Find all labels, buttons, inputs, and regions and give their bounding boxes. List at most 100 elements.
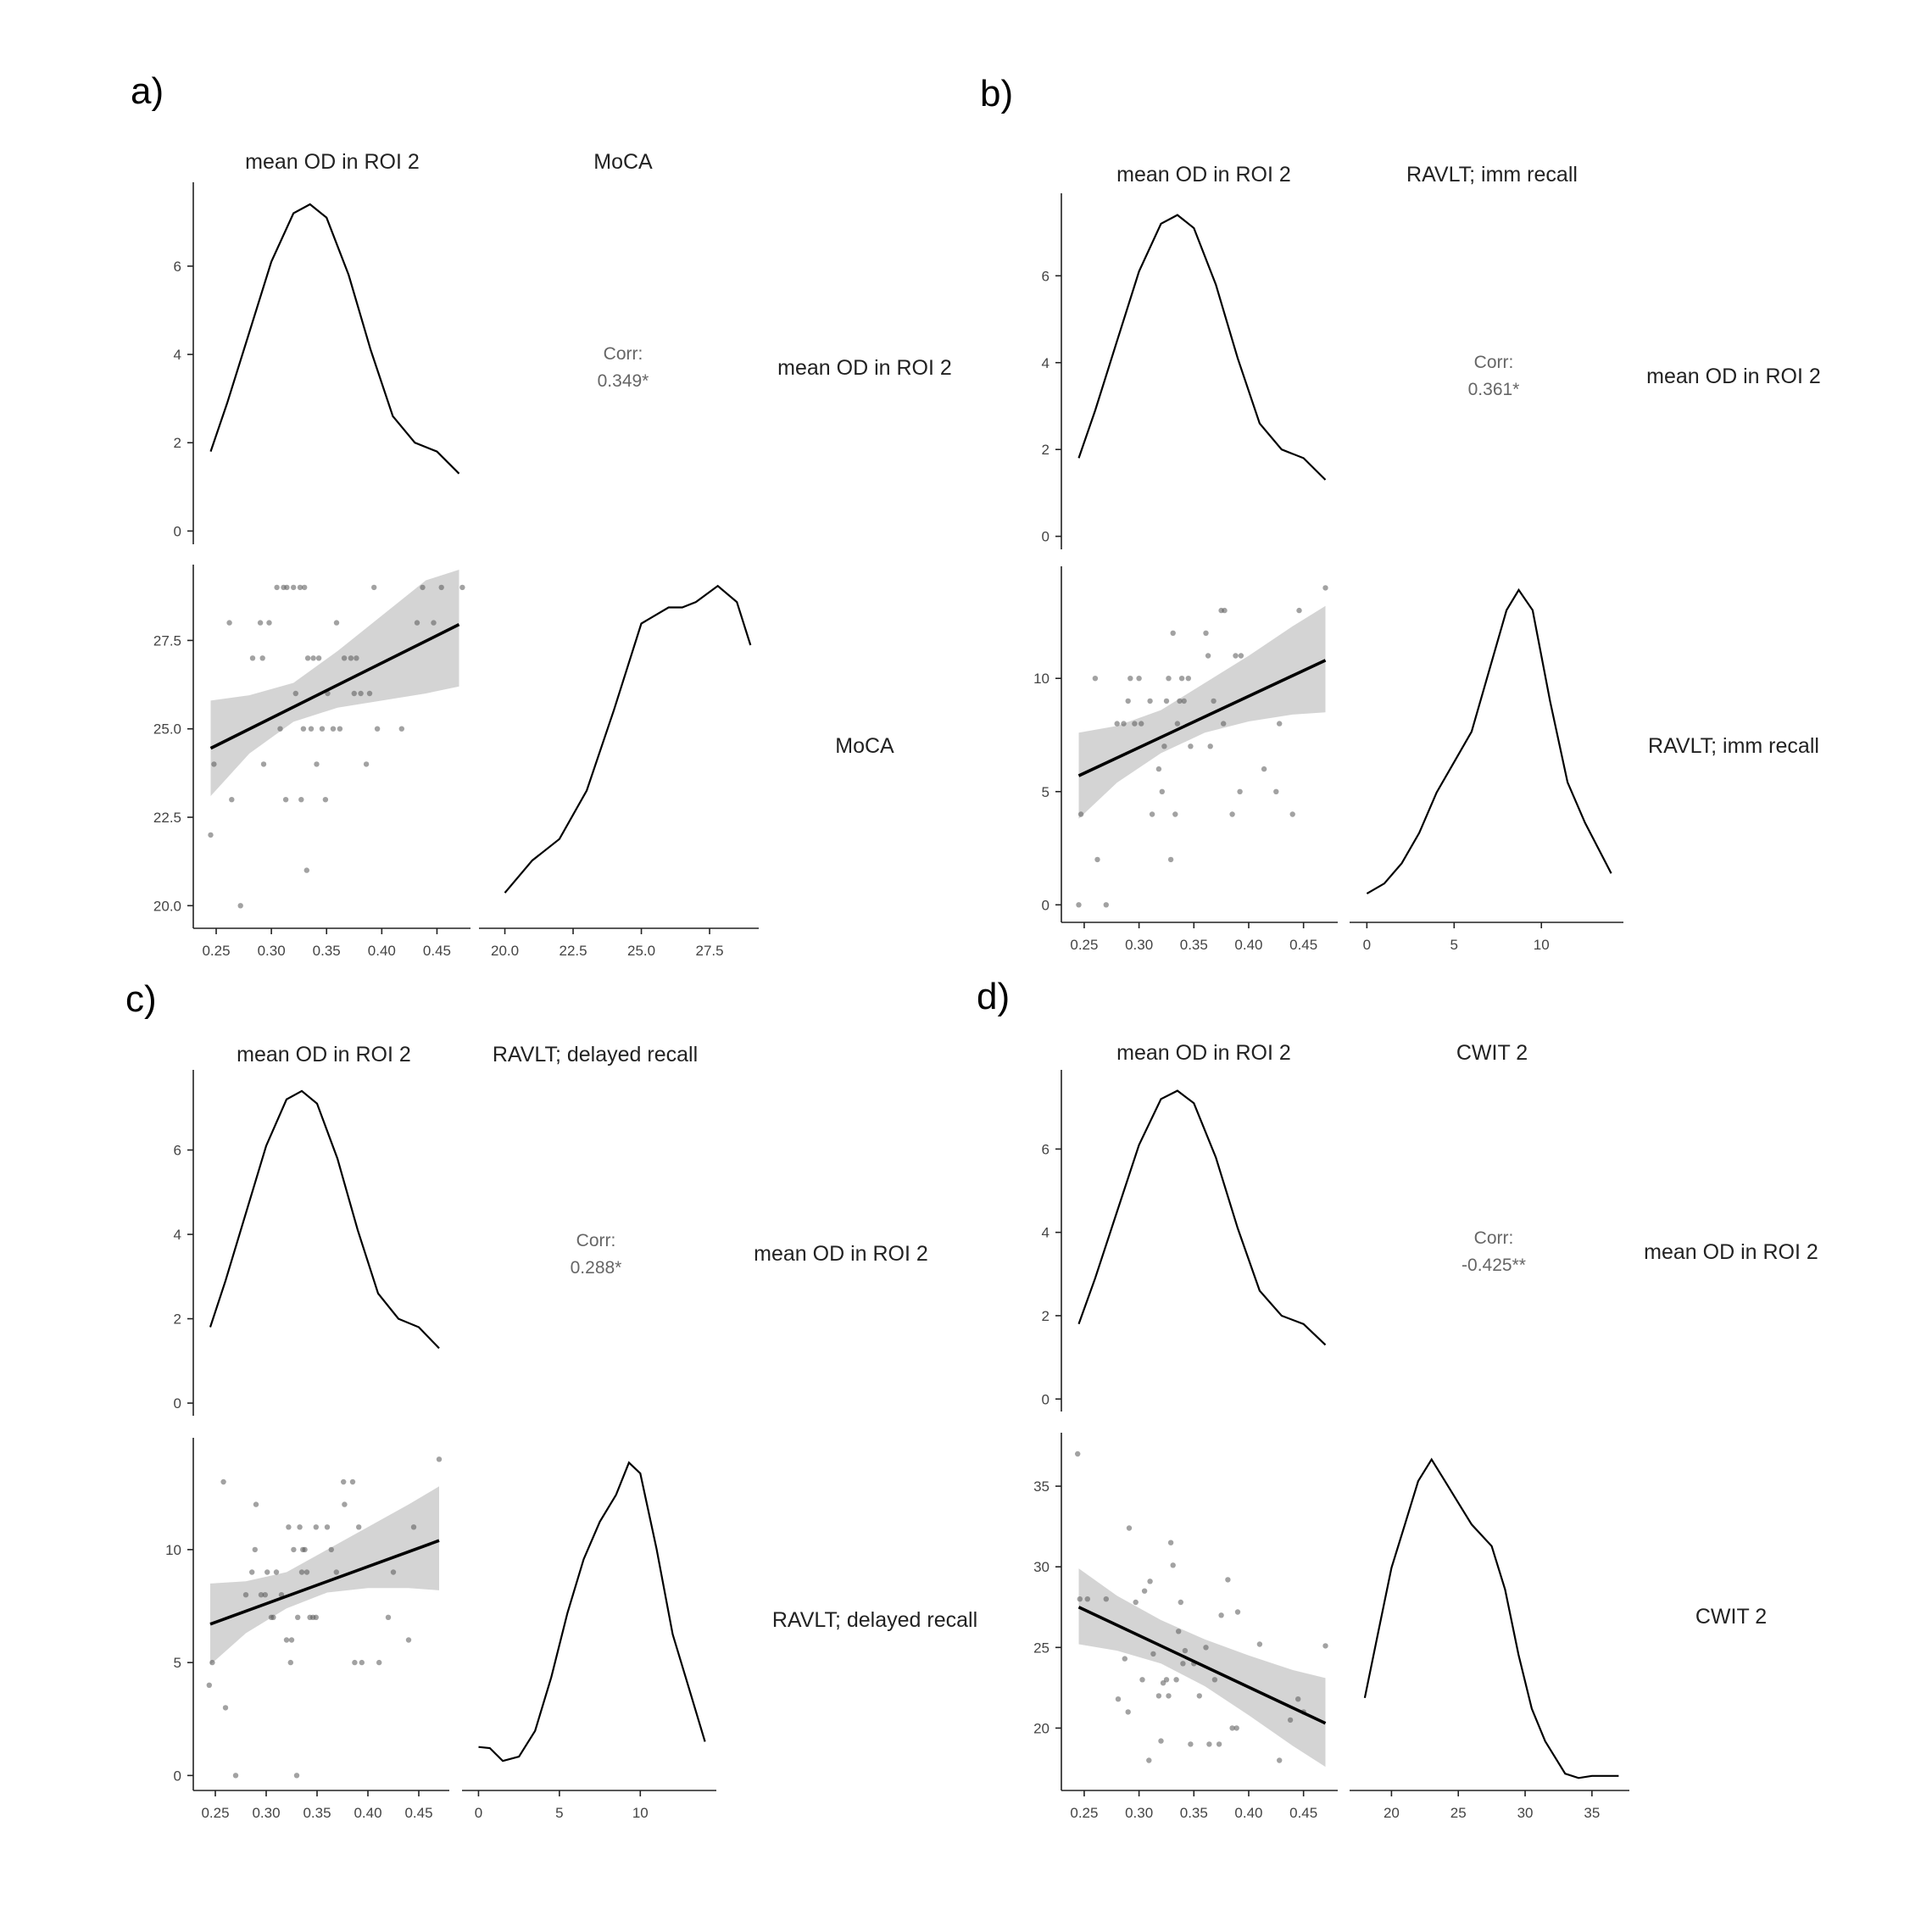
scatter-point (1234, 1609, 1241, 1615)
panel-d-corr-value: -0.425** (1462, 1256, 1526, 1275)
scatter-point (436, 1456, 443, 1462)
scatter-point (1225, 1577, 1231, 1583)
panel-d-var-density: 20 25 30 35 (1350, 1457, 1629, 1821)
scatter-point (1233, 653, 1239, 659)
scatter-point (260, 761, 267, 767)
scatter-point (1181, 698, 1187, 704)
scatter-point (1178, 676, 1185, 682)
panel-a-row-label-var1: mean OD in ROI 2 (777, 356, 952, 380)
panel-a-scatter: 20.0 22.5 25.0 27.5 0.25 0.30 0.35 0.40 0.45 (153, 565, 470, 959)
panel-c-row-label-var1: mean OD in ROI 2 (754, 1242, 928, 1266)
scatter-point (274, 584, 280, 591)
scatter-point (356, 1524, 362, 1530)
scatter-point (297, 1524, 303, 1530)
scatter-point (283, 1637, 290, 1643)
confidence-band (1078, 605, 1326, 819)
scatter-point (1077, 1596, 1083, 1602)
scatter-point (1167, 856, 1174, 863)
scatter-point (1233, 1725, 1239, 1731)
scatter-x-tick-label: 0.25 (201, 1805, 229, 1821)
scatter-y-tick-label: 30 (1033, 1559, 1050, 1575)
scatter-point (303, 867, 309, 873)
panel-a-label: a) (131, 70, 164, 112)
var-density-x-tick-label: 27.5 (695, 943, 723, 959)
scatter-point (1185, 676, 1192, 682)
scatter-y-tick-label: 27.5 (153, 632, 181, 649)
scatter-point (322, 797, 329, 803)
var-density-curve (1366, 587, 1612, 895)
scatter-point (302, 1546, 308, 1553)
scatter-point (1155, 766, 1162, 772)
panel-b-label: b) (980, 73, 1013, 114)
panel-d-row-label-var2: CWIT 2 (1695, 1605, 1767, 1629)
panel-d-row-label-var1: mean OD in ROI 2 (1644, 1240, 1818, 1264)
scatter-y-tick-label: 0 (1042, 897, 1050, 913)
scatter-point (1103, 1596, 1110, 1602)
scatter-point (293, 1773, 300, 1779)
panel-b-od-density: 0 2 4 6 (1042, 193, 1327, 549)
scatter-point (1115, 1696, 1122, 1702)
scatter-y-tick-label: 0 (174, 1768, 181, 1784)
scatter-point (342, 1501, 348, 1507)
scatter-point (258, 1592, 264, 1598)
scatter-point (1174, 721, 1181, 727)
panel-a-strip-var2: MoCA (593, 150, 653, 174)
regression-line (1077, 1606, 1327, 1725)
scatter-point (405, 1637, 412, 1643)
panel-a-od-density: 0 2 4 6 (174, 182, 460, 544)
scatter-point (1132, 721, 1138, 727)
scatter-point (330, 726, 337, 732)
scatter-x-tick-label: 0.40 (1234, 937, 1262, 953)
scatter-point (363, 761, 370, 767)
scatter-point (1133, 1599, 1139, 1606)
confidence-band (1078, 1568, 1326, 1768)
var-density-x-tick-label: 25 (1450, 1805, 1467, 1821)
panel-a: a) mean OD in ROI 2 MoCA mean OD in ROI … (131, 70, 952, 959)
regression-line (209, 1539, 440, 1626)
scatter-point (1207, 743, 1213, 749)
scatter-point (1163, 698, 1170, 704)
scatter-point (374, 726, 381, 732)
scatter-point (253, 1501, 259, 1507)
scatter-point (313, 1614, 319, 1621)
confidence-band (210, 1486, 439, 1665)
scatter-point (1084, 1596, 1091, 1602)
panel-b-corr-label: Corr: (1474, 353, 1514, 372)
panel-d-strip-var1: mean OD in ROI 2 (1116, 1041, 1291, 1065)
scatter-point (1077, 811, 1084, 817)
scatter-point (1167, 1540, 1174, 1545)
scatter-point (232, 1773, 239, 1779)
od-density-y-tick-label: 2 (1042, 1308, 1050, 1324)
panel-a-corr-value: 0.349* (598, 371, 649, 391)
scatter-point (1180, 1661, 1186, 1667)
od-density-y-tick-label: 6 (174, 259, 181, 275)
scatter-point (315, 655, 322, 661)
scatter-point (237, 903, 243, 909)
scatter-point (1188, 743, 1194, 749)
scatter-x-tick-label: 0.30 (1125, 1805, 1153, 1821)
scatter-point (287, 1659, 293, 1666)
scatter-point (1205, 653, 1211, 659)
regression-line (209, 623, 460, 750)
scatter-point (1296, 607, 1302, 614)
scatter-point (1092, 676, 1099, 682)
od-density-y-tick-label: 2 (1042, 442, 1050, 458)
regression-line (1077, 659, 1327, 777)
scatter-point (333, 1569, 339, 1575)
scatter-point (1289, 811, 1295, 817)
scatter-point (298, 797, 304, 803)
scatter-x-tick-label: 0.40 (1234, 1805, 1262, 1821)
scatter-point (1277, 721, 1283, 727)
scatter-point (1273, 788, 1279, 794)
scatter-point (359, 1659, 365, 1666)
panel-d-od-density: 0 2 4 6 (1042, 1070, 1327, 1412)
scatter-point (298, 1569, 305, 1575)
scatter-point (1222, 607, 1228, 614)
panel-c-corr-label: Corr: (576, 1231, 616, 1250)
scatter-x-tick-label: 0.30 (1125, 937, 1153, 953)
panel-b-row-label-var1: mean OD in ROI 2 (1646, 365, 1821, 388)
scatter-x-tick-label: 0.40 (354, 1805, 381, 1821)
scatter-point (211, 761, 217, 767)
panel-c: c) mean OD in ROI 2 RAVLT; delayed recal… (125, 978, 977, 1821)
panel-c-strip-var1: mean OD in ROI 2 (237, 1043, 411, 1066)
